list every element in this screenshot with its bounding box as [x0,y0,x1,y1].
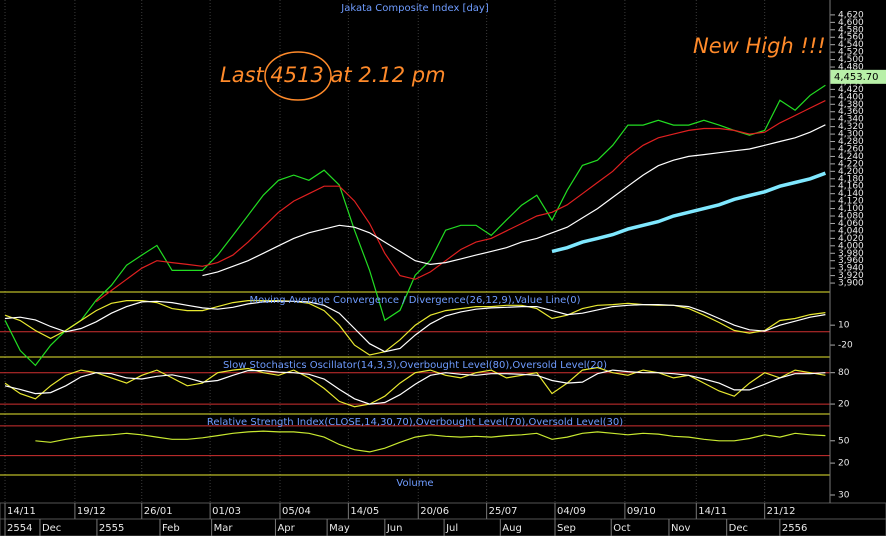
x-period-label: Dec [42,523,61,534]
y-tick-label: 30 [838,491,850,501]
y-tick-label: 4,360 [838,107,864,117]
series-line [551,171,827,254]
y-tick-label: 4,280 [838,137,864,147]
x-tick-label: 19/12 [77,506,106,517]
y-tick-label: 4,100 [838,204,864,214]
x-period-label: Jul [445,523,458,534]
x-period-label: Mar [214,523,234,534]
y-tick-label: 4,620 [838,10,864,20]
y-tick-label: 4,420 [838,85,864,95]
annotation-ellipse [264,51,332,101]
x-period-label: Dec [729,523,748,534]
series-line [4,84,826,367]
y-tick-label: 3,940 [838,264,864,274]
y-tick-label: 4,480 [838,63,864,73]
y-tick-label: 4,320 [838,122,864,132]
x-period-label: 2556 [782,523,807,534]
y-tick-label: 4,120 [838,197,864,207]
x-tick-label: 01/03 [212,506,241,517]
annotation: Last 4513 at 2.12 pm [220,63,446,87]
x-tick-label: 25/07 [489,506,518,517]
y-tick-label: 3,920 [838,271,864,281]
x-period-label: May [329,523,350,534]
y-tick-label: 4,500 [838,55,864,65]
x-period-label: 2554 [7,523,32,534]
y-tick-label: 4,600 [838,18,864,28]
x-tick-label: 14/05 [350,506,379,517]
y-tick-label: 3,980 [838,249,864,259]
x-tick-label: 05/04 [282,506,311,517]
x-period-label: Apr [277,523,295,534]
x-period-label: 2555 [99,523,124,534]
y-tick-label: 4,160 [838,182,864,192]
y-tick-label: 4,140 [838,189,864,199]
x-period-label: Jun [386,523,403,534]
y-tick-label: 4,540 [838,40,864,50]
x-tick-label: 21/12 [767,506,796,517]
panel-title: Jakata Composite Index [day] [340,3,489,14]
y-tick-label: 4,400 [838,92,864,102]
y-tick-label: 4,260 [838,144,864,154]
last-value-box [830,69,886,84]
y-tick-label: 3,900 [838,279,864,289]
series-line [35,430,826,453]
y-tick-label: 20 [838,459,850,469]
x-period-label: Sep [557,523,576,534]
y-tick-label: 4,180 [838,174,864,184]
y-tick-label: 80 [838,368,850,378]
y-tick-label: 4,060 [838,219,864,229]
series-line [202,124,826,277]
y-tick-label: 4,300 [838,130,864,140]
y-tick-label: 4,040 [838,226,864,236]
x-tick-label: 09/10 [627,506,656,517]
marks [4,84,827,453]
y-tick-label: 4,220 [838,159,864,169]
y-tick-label: 4,200 [838,167,864,177]
y-tick-label: 4,020 [838,234,864,244]
x-tick-label: 14/11 [7,506,36,517]
panel-title: Volume [396,478,433,489]
last-value-label: 4,453.70 [834,72,879,83]
y-tick-label: 20 [838,400,850,410]
series-line [95,100,826,303]
y-tick-label: 4,240 [838,152,864,162]
y-tick-label: 4,580 [838,25,864,35]
x-tick-label: 04/09 [557,506,586,517]
y-tick-label: 4,000 [838,241,864,251]
y-tick-label: 4,560 [838,33,864,43]
annotation: New High !!! [693,34,826,58]
panel-title: Moving Average Convergence / Divergence(… [250,295,581,306]
series-line [4,300,826,356]
x-tick-label: 26/01 [144,506,173,517]
y-tick-label: 4,520 [838,48,864,58]
panel-title: Relative Strength Index(CLOSE,14,30,70),… [207,417,623,428]
y-tick-label: 3,960 [838,256,864,266]
y-tick-label: 4,080 [838,212,864,222]
x-period-label: Aug [502,523,522,534]
y-tick-label: 4,380 [838,100,864,110]
x-period-label: Nov [671,523,691,534]
x-period-label: Feb [162,523,180,534]
series-line [4,369,826,405]
y-tick-label: 10 [838,321,850,331]
x-period-label: Oct [613,523,630,534]
panel-title: Slow Stochastics Oscillator(14,3,3),Over… [223,360,607,371]
y-tick-label: 4,340 [838,115,864,125]
x-tick-label: 14/11 [698,506,727,517]
series-line [4,300,826,353]
y-tick-label: 50 [838,436,850,446]
y-tick-label: -20 [838,341,853,351]
x-tick-label: 20/06 [420,506,449,517]
